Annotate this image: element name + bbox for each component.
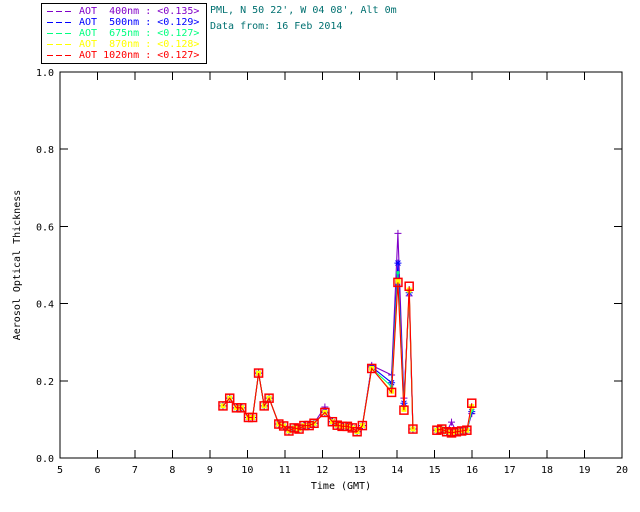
x-tick-label: 6 <box>94 465 100 476</box>
x-tick-label: 13 <box>354 465 366 476</box>
marker-open-square <box>366 363 377 374</box>
marker-open-square <box>337 421 347 432</box>
x-tick-label: 15 <box>429 465 441 476</box>
x-tick-label: 17 <box>504 465 516 476</box>
marker-open-square <box>342 421 353 432</box>
y-axis-title: Aerosol Optical Thickness <box>12 190 23 341</box>
marker-open-square <box>289 423 299 433</box>
date-header: Data from: 16 Feb 2014 <box>210 21 343 32</box>
marker-open-square <box>253 368 264 378</box>
plot-frame <box>59 71 623 459</box>
legend-row: AOT 500nm : <0.129> <box>42 17 206 28</box>
y-tick-label: 0.0 <box>36 454 54 465</box>
y-tick-label: 1.0 <box>36 68 54 79</box>
series-line-AOT-400nm <box>222 233 414 433</box>
marker-filled-square <box>220 403 226 409</box>
x-tick-label: 5 <box>57 465 63 476</box>
x-tick-label: 11 <box>279 465 291 476</box>
x-tick-label: 18 <box>541 465 553 476</box>
marker-asterisk <box>394 259 402 267</box>
series-line-AOT-675nm <box>222 272 414 433</box>
legend-label: AOT 1020nm : <0.127> <box>79 50 200 61</box>
legend-dash-icon <box>47 22 73 23</box>
legend-label: AOT 500nm : <0.129> <box>79 17 200 28</box>
marker-open-square <box>441 427 452 437</box>
legend-dash-icon <box>47 33 73 34</box>
legend-row: AOT 870nm : <0.128> <box>42 39 206 50</box>
marker-open-square <box>264 393 274 403</box>
marker-open-square <box>404 281 414 291</box>
marker-open-square <box>299 420 309 431</box>
series-line-AOT-870nm <box>222 281 414 433</box>
marker-open-square <box>231 403 242 413</box>
marker-open-square <box>451 427 462 437</box>
marker-open-square <box>456 426 467 436</box>
marker-open-square <box>399 405 409 415</box>
marker-open-square <box>236 403 247 413</box>
marker-filled-square <box>395 278 401 284</box>
marker-dot <box>396 271 400 275</box>
marker-open-square <box>274 419 284 429</box>
series-line-AOT-500nm <box>222 263 414 433</box>
marker-open-square <box>446 428 457 438</box>
legend-row: AOT 400nm : <0.135> <box>42 6 206 17</box>
marker-open-square <box>320 407 330 418</box>
y-tick-label: 0.8 <box>36 145 54 156</box>
legend-label: AOT 675nm : <0.127> <box>79 28 200 39</box>
x-tick-label: 8 <box>169 465 175 476</box>
marker-open-square <box>357 420 368 431</box>
legend-row: AOT 1020nm : <0.127> <box>42 50 206 61</box>
marker-open-square <box>224 393 235 403</box>
x-tick-label: 19 <box>579 465 591 476</box>
marker-plus <box>394 229 402 237</box>
marker-open-square <box>332 420 343 430</box>
marker-open-square <box>408 424 418 434</box>
x-tick-label: 16 <box>466 465 478 476</box>
x-tick-label: 9 <box>207 465 213 476</box>
x-tick-label: 20 <box>616 465 628 476</box>
y-tick-label: 0.2 <box>36 377 54 388</box>
legend-label: AOT 870nm : <0.128> <box>79 39 200 50</box>
marker-open-square <box>467 398 477 408</box>
legend-dash-icon <box>47 11 73 12</box>
x-tick-label: 12 <box>316 465 328 476</box>
marker-open-square <box>437 424 447 434</box>
marker-open-square <box>432 425 442 435</box>
station-header: PML, N 50 22', W 04 08', Alt 0m <box>210 5 397 16</box>
legend-dash-icon <box>47 44 73 45</box>
series-line-AOT-1020nm <box>222 282 414 433</box>
marker-open-square <box>278 421 289 431</box>
y-tick-label: 0.4 <box>36 300 54 311</box>
marker-open-square <box>247 412 258 423</box>
x-axis-title: Time (GMT) <box>311 481 371 492</box>
y-tick-label: 0.6 <box>36 222 54 233</box>
legend-dash-icon <box>47 55 73 56</box>
marker-open-square <box>284 426 294 436</box>
legend: AOT 400nm : <0.135> AOT 500nm : <0.129> AO… <box>41 3 207 64</box>
marker-open-square <box>352 427 362 437</box>
marker-open-square <box>386 387 397 398</box>
x-tick-label: 10 <box>241 465 253 476</box>
legend-row: AOT 675nm : <0.127> <box>42 28 206 39</box>
marker-open-square <box>259 401 269 411</box>
x-tick-label: 7 <box>132 465 138 476</box>
marker-open-square <box>309 418 319 429</box>
marker-open-square <box>393 277 403 288</box>
marker-open-square <box>304 420 314 431</box>
marker-open-square <box>462 425 472 435</box>
marker-open-square <box>218 401 228 411</box>
marker-plus <box>448 418 456 426</box>
x-tick-label: 14 <box>391 465 403 476</box>
legend-label: AOT 400nm : <0.135> <box>79 6 200 17</box>
